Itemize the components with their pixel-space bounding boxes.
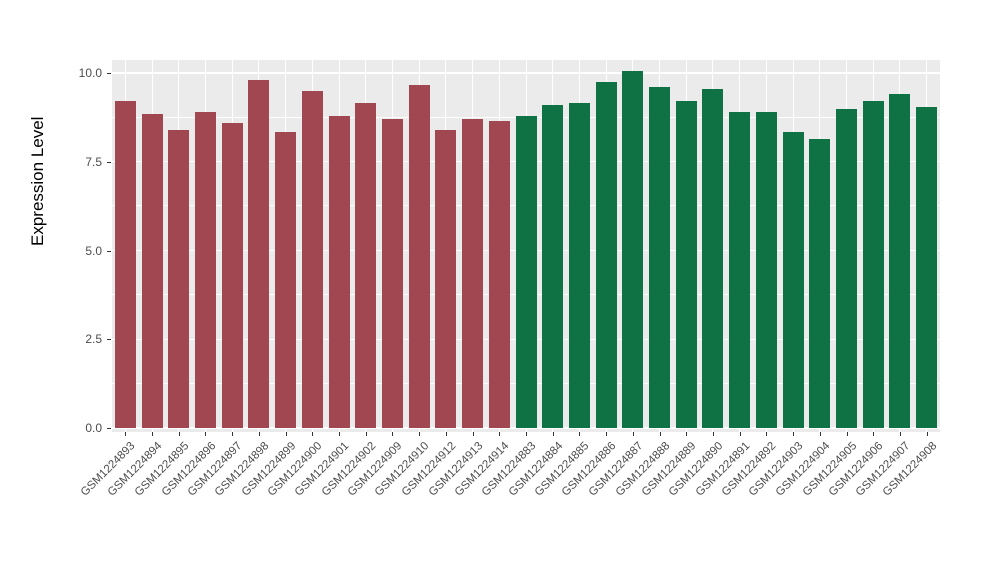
bar [889,94,911,428]
y-tick-label: 10.0 [78,66,102,80]
bar [488,120,510,428]
x-tick-mark [793,432,795,436]
x-tick-mark [659,432,661,436]
x-tick-mark [178,432,180,436]
y-tick-label: 2.5 [85,332,102,347]
x-tick-mark [526,432,527,436]
major-gridline [112,72,940,74]
bar [782,131,804,428]
bar [275,131,297,428]
bar [328,115,350,428]
y-tick-mark [107,161,111,163]
x-tick-mark [152,432,154,436]
x-tick-mark [712,432,714,436]
x-tick-mark [499,432,501,436]
x-tick-mark [579,432,581,436]
x-tick-mark [339,432,341,436]
bar [542,104,564,428]
y-tick-mark [107,73,111,74]
x-tick-mark [873,432,875,436]
bar [702,88,724,428]
bar [248,80,270,428]
y-tick-label: 0.0 [85,421,102,435]
x-tick-mark [552,432,554,436]
x-tick-mark [632,432,634,436]
x-tick-mark [472,432,474,436]
bar [114,101,136,428]
x-tick-mark [766,432,768,436]
x-tick-mark [285,432,287,436]
x-tick-mark [739,432,741,436]
x-tick-mark [312,432,314,436]
x-tick-mark [258,432,260,436]
x-tick-mark [125,432,127,436]
bar [168,129,190,428]
bar [568,103,590,428]
bar [862,101,884,428]
bar [755,112,777,428]
bar [729,112,751,428]
bar [515,115,537,428]
y-tick-mark [107,250,111,252]
y-tick-label: 7.5 [85,154,102,169]
x-tick-mark [686,432,688,436]
bar [355,103,377,428]
bar [435,129,457,428]
major-gridline [112,427,940,429]
bar [916,106,938,428]
bar [408,85,430,428]
y-tick-mark [107,428,111,429]
x-tick-mark [445,432,447,436]
y-tick-label: 5.0 [85,243,102,258]
y-tick-mark [107,339,111,341]
x-tick-mark [232,432,234,436]
x-tick-mark [205,432,207,436]
bar [809,138,831,428]
bar [194,112,216,428]
x-tick-mark [419,432,421,436]
x-tick-mark [606,432,608,436]
bar [221,122,243,428]
x-tick-mark [899,432,901,436]
plot-area [112,60,940,432]
bar [595,81,617,428]
bar [462,119,484,428]
x-tick-mark [392,432,394,436]
x-tick-mark [846,432,848,436]
bar [141,113,163,428]
x-tick-mark [926,432,928,436]
bar [622,71,644,428]
x-tick-mark [819,432,821,436]
x-tick-mark [365,432,367,436]
bar [301,90,323,428]
bar [836,108,858,428]
bar [381,119,403,428]
bar [649,87,671,428]
bar [675,101,697,428]
